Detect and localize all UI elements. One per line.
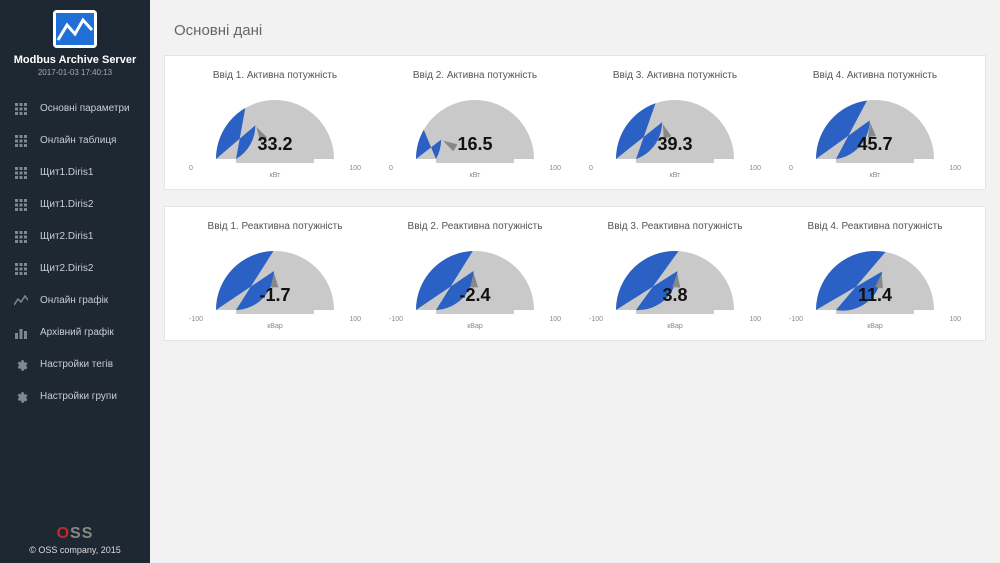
gauge-unit: кВар [179, 323, 371, 330]
gauge-unit: кВар [779, 323, 971, 330]
sidebar-item-label: Щит1.Diris2 [40, 199, 93, 211]
app-title: Modbus Archive Server [6, 54, 144, 66]
sidebar-item-label: Щит2.Diris2 [40, 263, 93, 275]
gear-icon [14, 390, 28, 404]
gauge: -1.7 [210, 242, 340, 314]
sidebar-item-1[interactable]: Онлайн таблиця [0, 125, 150, 157]
gauge-cell: Ввід 3. Реактивна потужність 3.8 -100100кВ… [575, 221, 775, 330]
gauge-title: Ввід 3. Активна потужність [579, 70, 771, 81]
gauge-value: 3.8 [610, 285, 740, 306]
gauge-panel-0: Ввід 1. Активна потужність33.20100кВтВві… [164, 55, 986, 190]
gauge-value: 11.4 [810, 285, 940, 306]
grid-icon [14, 166, 28, 180]
sidebar: Modbus Archive Server 2017-01-03 17:40:1… [0, 0, 150, 563]
sidebar-item-0[interactable]: Основні параметри [0, 93, 150, 125]
sidebar-item-label: Настройки групи [40, 391, 117, 403]
copyright: © OSS company, 2015 [4, 545, 146, 555]
bar-chart-icon [14, 326, 28, 340]
sidebar-item-label: Щит1.Diris1 [40, 167, 93, 179]
gauge-scale: -100100 [379, 316, 571, 323]
gauge-unit: кВар [379, 323, 571, 330]
logo-block: Modbus Archive Server 2017-01-03 17:40:1… [0, 0, 150, 85]
gauge: 3.8 [610, 242, 740, 314]
gauge-title: Ввід 2. Активна потужність [379, 70, 571, 81]
gauge-title: Ввід 3. Реактивна потужність [579, 221, 771, 232]
grid-icon [14, 102, 28, 116]
gauge-title: Ввід 4. Активна потужність [779, 70, 971, 81]
page-title: Основні дані [150, 0, 1000, 55]
gauge-value: 45.7 [810, 134, 940, 155]
gauge-cell: Ввід 1. Активна потужність 33.2 0100кВт [175, 70, 375, 179]
gauge: 16.5 [410, 91, 540, 163]
sidebar-item-8[interactable]: Настройки тегів [0, 349, 150, 381]
gauge-value: 16.5 [410, 134, 540, 155]
gauge-title: Ввід 4. Реактивна потужність [779, 221, 971, 232]
main: Основні дані Ввід 1. Активна потужність 3… [150, 0, 1000, 563]
grid-icon [14, 198, 28, 212]
grid-icon [14, 134, 28, 148]
app-logo [53, 10, 97, 48]
grid-icon [14, 262, 28, 276]
timestamp: 2017-01-03 17:40:13 [6, 68, 144, 77]
sidebar-item-label: Архівний графік [40, 327, 114, 339]
line-chart-icon [14, 294, 28, 308]
gauge: 33.2 [210, 91, 340, 163]
sidebar-item-5[interactable]: Щит2.Diris2 [0, 253, 150, 285]
gauge-scale: -100100 [179, 316, 371, 323]
sidebar-footer: OSS © OSS company, 2015 [0, 515, 150, 563]
gauge-unit: кВар [579, 323, 771, 330]
gauge-title: Ввід 2. Реактивна потужність [379, 221, 571, 232]
gauge-cell: Ввід 1. Реактивна потужність -1.7 -100100к… [175, 221, 375, 330]
gauge-value: 33.2 [210, 134, 340, 155]
gauge-scale: 0100 [579, 165, 771, 172]
grid-icon [14, 230, 28, 244]
gauge-scale: -100100 [779, 316, 971, 323]
footer-logo: OSS [4, 525, 146, 543]
sidebar-item-label: Онлайн графік [40, 295, 108, 307]
gauge-cell: Ввід 2. Активна потужність 16.5 0100кВт [375, 70, 575, 179]
sidebar-item-4[interactable]: Щит2.Diris1 [0, 221, 150, 253]
gauge-scale: -100100 [579, 316, 771, 323]
sidebar-item-label: Основні параметри [40, 103, 130, 115]
gauge-cell: Ввід 2. Реактивна потужність -2.4 -100100к… [375, 221, 575, 330]
sidebar-item-2[interactable]: Щит1.Diris1 [0, 157, 150, 189]
gauge-unit: кВт [379, 172, 571, 179]
gauge-scale: 0100 [779, 165, 971, 172]
gauge-panel-1: Ввід 1. Реактивна потужність-1.7-100100к… [164, 206, 986, 341]
sidebar-item-7[interactable]: Архівний графік [0, 317, 150, 349]
gauge-unit: кВт [179, 172, 371, 179]
sidebar-item-9[interactable]: Настройки групи [0, 381, 150, 413]
gauge-cell: Ввід 4. Активна потужність 45.7 0100кВт [775, 70, 975, 179]
gear-icon [14, 358, 28, 372]
gauge: -2.4 [410, 242, 540, 314]
gauge: 45.7 [810, 91, 940, 163]
sidebar-item-label: Онлайн таблиця [40, 135, 116, 147]
gauge-value: -1.7 [210, 285, 340, 306]
gauge-unit: кВт [579, 172, 771, 179]
gauge-value: -2.4 [410, 285, 540, 306]
gauge-unit: кВт [779, 172, 971, 179]
sidebar-item-label: Настройки тегів [40, 359, 113, 371]
gauge-cell: Ввід 4. Реактивна потужність 11.4 -100100к… [775, 221, 975, 330]
gauge-title: Ввід 1. Активна потужність [179, 70, 371, 81]
sidebar-item-6[interactable]: Онлайн графік [0, 285, 150, 317]
sidebar-item-label: Щит2.Diris1 [40, 231, 93, 243]
sidebar-item-3[interactable]: Щит1.Diris2 [0, 189, 150, 221]
gauge-scale: 0100 [179, 165, 371, 172]
gauge-cell: Ввід 3. Активна потужність 39.3 0100кВт [575, 70, 775, 179]
nav: Основні параметри Онлайн таблиця Щит1.Diri… [0, 93, 150, 515]
gauge-value: 39.3 [610, 134, 740, 155]
gauge: 11.4 [810, 242, 940, 314]
gauge-title: Ввід 1. Реактивна потужність [179, 221, 371, 232]
gauge: 39.3 [610, 91, 740, 163]
gauge-scale: 0100 [379, 165, 571, 172]
